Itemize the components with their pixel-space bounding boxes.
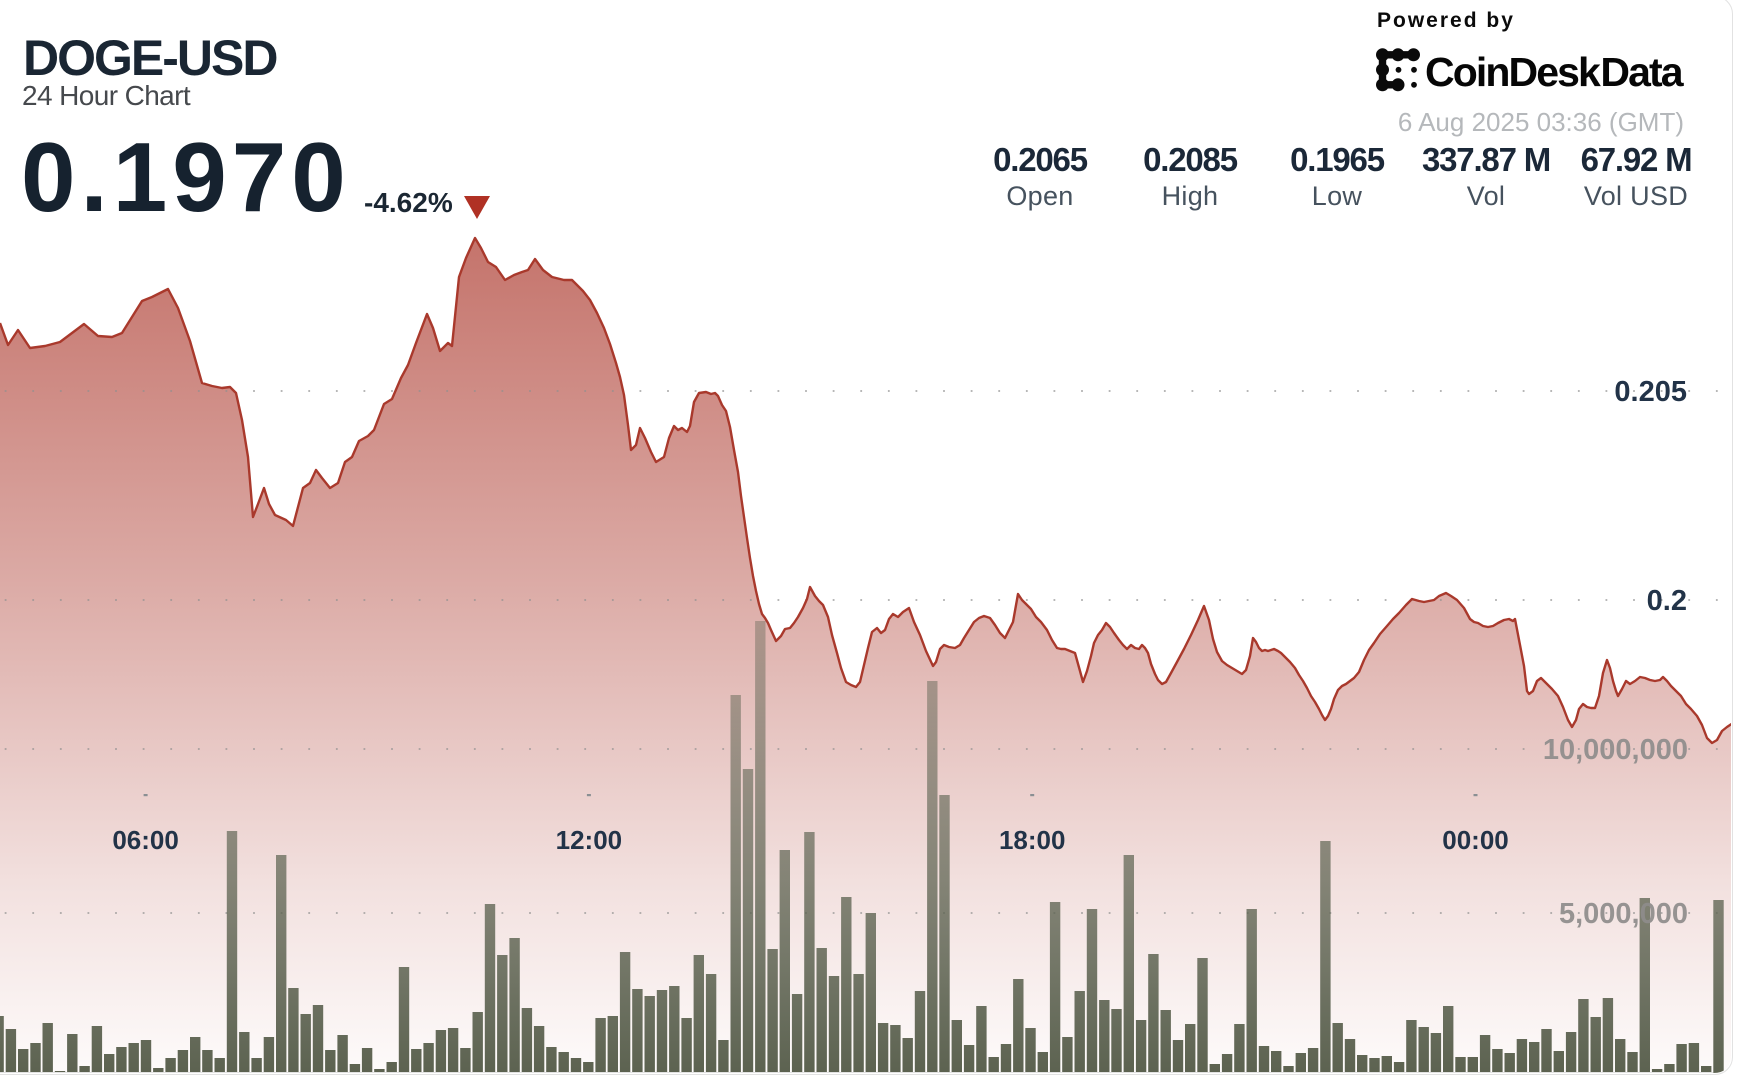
svg-text:00:00: 00:00 (1442, 825, 1509, 855)
svg-text:5,000,000: 5,000,000 (1559, 898, 1688, 930)
svg-text:10,000,000: 10,000,000 (1543, 734, 1688, 766)
svg-text:0.205: 0.205 (1614, 376, 1687, 408)
svg-text:12:00: 12:00 (556, 825, 623, 855)
svg-text:0.2: 0.2 (1647, 585, 1687, 617)
svg-text:18:00: 18:00 (999, 825, 1066, 855)
svg-text:06:00: 06:00 (112, 825, 179, 855)
